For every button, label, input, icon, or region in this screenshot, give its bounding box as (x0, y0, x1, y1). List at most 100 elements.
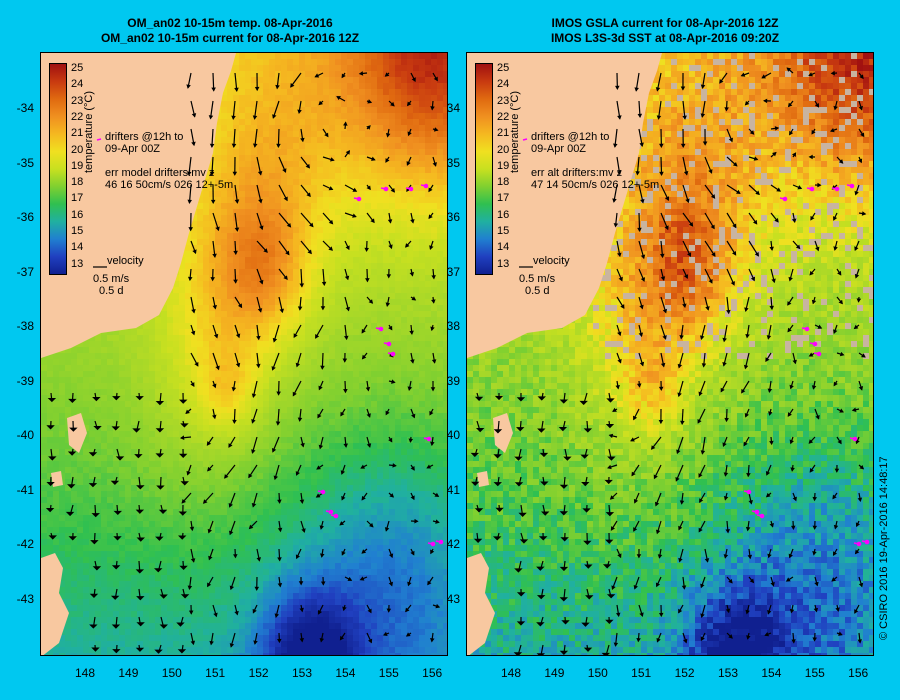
current-arrowhead (611, 585, 616, 591)
left-map-panel[interactable]: 25 24 23 22 21 20 19 18 17 16 15 14 13 temperature (… (40, 52, 448, 656)
current-arrowhead (46, 425, 55, 430)
current-arrowhead (838, 299, 843, 305)
land-tasmania (41, 553, 69, 655)
current-arrowhead (299, 283, 305, 288)
colorbar-tick-label: 20 (71, 143, 84, 156)
current-arrowhead (830, 70, 835, 76)
current-arrowhead (664, 196, 670, 201)
current-arrowhead (581, 622, 590, 627)
current-arrowhead (858, 386, 864, 391)
current-arrowhead (518, 512, 527, 517)
current-arrowhead (231, 387, 237, 392)
current-arrowhead (679, 335, 684, 340)
current-arrows (45, 71, 441, 654)
current-arrowhead (615, 612, 621, 618)
current-arrowhead (318, 100, 324, 106)
current-arrowhead (136, 485, 145, 490)
current-arrowhead (228, 503, 233, 508)
current-arrowhead (155, 401, 165, 406)
current-arrowhead (88, 483, 98, 488)
current-arrowhead (177, 649, 187, 654)
current-arrowhead (740, 72, 746, 77)
current-arrowhead (92, 397, 101, 402)
current-arrowhead (389, 493, 395, 498)
current-arrowhead (367, 608, 372, 614)
current-arrowhead (536, 595, 546, 600)
current-arrowhead (132, 428, 141, 433)
current-arrowhead (724, 107, 729, 112)
colorbar-tick-label: 25 (497, 62, 510, 74)
current-arrowhead (344, 275, 350, 281)
current-arrowhead (178, 511, 187, 516)
current-arrowhead (633, 584, 638, 590)
current-arrowhead (855, 439, 860, 445)
current-arrowhead (613, 143, 618, 148)
drifter-point (754, 509, 760, 515)
current-arrowhead (276, 391, 281, 396)
current-arrowhead (155, 428, 165, 433)
current-arrowhead (735, 189, 741, 194)
current-arrowhead (605, 512, 615, 517)
current-arrowhead (791, 639, 796, 644)
drifter-point (423, 183, 429, 189)
current-arrowhead (658, 612, 664, 618)
right-title-line1: IMOS GSLA current for 08-Apr-2016 12Z (551, 16, 779, 30)
current-arrowhead (838, 631, 843, 636)
current-arrowhead (541, 511, 550, 516)
current-arrowhead (234, 199, 240, 204)
current-arrowhead (789, 439, 794, 445)
left-err-line2: 46 16 50cm/s 026 12+-5m (105, 179, 234, 191)
current-arrowhead (430, 638, 435, 643)
current-arrowhead (563, 456, 572, 461)
current-arrowhead (617, 115, 622, 120)
current-arrowhead (406, 101, 412, 107)
current-arrowhead (388, 581, 394, 587)
current-arrowhead (698, 527, 703, 533)
current-arrowhead (640, 254, 646, 260)
current-arrowhead (208, 555, 213, 561)
right-velocity-value: 0.5 m/s (519, 273, 556, 285)
current-arrowhead (301, 528, 306, 533)
colorbar-tick-label: 25 (71, 62, 84, 74)
current-arrowhead (833, 246, 838, 251)
current-arrowhead (658, 386, 664, 391)
current-arrowhead (110, 595, 120, 600)
current-arrowhead (617, 331, 622, 337)
current-arrowhead (653, 474, 658, 480)
right-map-panel[interactable]: 25 24 23 22 21 20 19 18 17 16 15 14 13 temperature (… (466, 52, 874, 656)
current-arrowhead (723, 554, 729, 559)
current-arrowhead (815, 246, 820, 252)
current-arrowhead (414, 518, 419, 524)
drifter-point (856, 541, 862, 547)
current-arrowhead (657, 554, 663, 559)
current-arrowhead (858, 582, 864, 588)
current-arrowhead (791, 218, 797, 224)
current-arrowhead (810, 215, 815, 221)
current-arrowhead (341, 495, 346, 501)
left-velocity-legend: velocity 0.5 m/s 0.5 d (93, 255, 144, 297)
current-arrowhead (700, 583, 705, 589)
current-arrowhead (90, 540, 99, 545)
current-arrowhead (771, 278, 776, 284)
current-arrowhead (111, 624, 121, 629)
x-tick-label: 154 (335, 666, 356, 680)
current-arrowhead (384, 72, 390, 77)
current-arrowhead (762, 98, 768, 104)
current-arrowhead (831, 577, 836, 582)
current-arrowhead (755, 190, 760, 196)
right-colorbar-label: temperature (°C) (509, 90, 521, 173)
current-arrowhead (388, 437, 393, 443)
current-arrowhead (613, 642, 619, 647)
current-arrowhead (748, 500, 753, 505)
current-arrowhead (636, 554, 642, 559)
current-arrowhead (722, 337, 727, 343)
x-tick-label: 155 (804, 666, 825, 680)
current-arrowhead (343, 121, 348, 126)
current-arrowhead (725, 529, 731, 534)
current-arrowhead (282, 168, 287, 173)
current-arrowhead (186, 84, 191, 89)
current-arrowhead (191, 308, 196, 314)
current-arrowhead (471, 481, 480, 486)
current-arrowhead (300, 442, 305, 448)
current-arrowhead (92, 566, 102, 571)
